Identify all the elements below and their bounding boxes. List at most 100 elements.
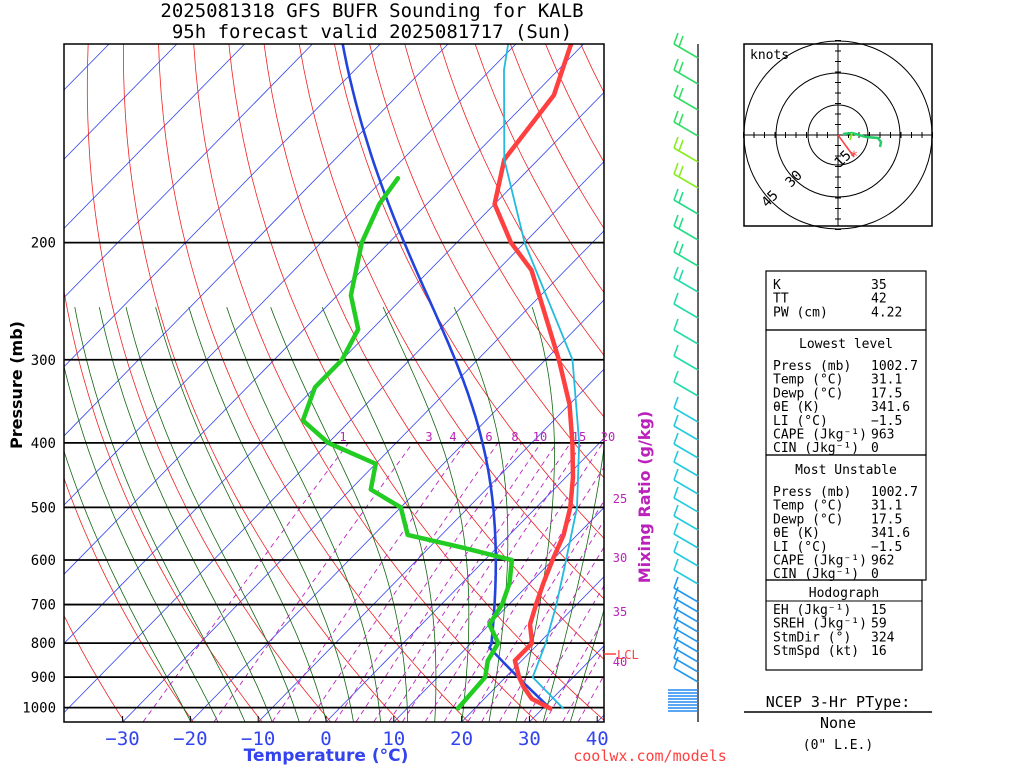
mixing-ratio-label: 25 [613,492,627,506]
wind-barb [673,396,699,423]
moist-adiabat [98,307,273,722]
wind-barb [673,486,699,513]
hodograph-stats-box [765,579,923,671]
moist-adiabat [226,306,381,722]
background-lines [64,42,1024,722]
dry-adiabat [158,44,469,722]
x-axis-label: Temperature (°C) [244,746,409,766]
dry-adiabat [334,44,604,539]
pressure-tick-200: 200 [31,236,56,252]
dry-adiabat [404,44,604,418]
wind-barb [673,344,699,371]
plot-frame [63,43,605,723]
mixing-ratio-line [402,442,583,722]
lcl-label: LCL [617,648,639,662]
wind-barb [673,616,699,643]
mixing-ratio-line [467,500,604,722]
hodograph-unit-label: knots [750,48,789,63]
isotherm [64,44,245,229]
moist-adiabat [188,306,354,722]
mixing-ratio-line [355,442,542,722]
dry-adiabat [1001,42,1024,721]
isotherm [64,44,449,437]
lowest-label: CAPE (Jkg⁻¹) [773,428,867,443]
y-axis-label: Pressure (mb) [7,321,26,449]
pressure-tick-800: 800 [31,636,56,652]
wind-barb [673,450,699,477]
hodo-value: 324 [871,630,895,645]
mixing-ratio-line [213,442,414,722]
unstable-label: Dewp (°C) [773,512,843,527]
moist-adiabat [321,306,437,722]
mixing-ratio-line [577,674,604,722]
unstable-value: −1.5 [871,540,902,555]
isotherm [64,91,604,645]
dry-adiabat [298,44,604,600]
wind-barb [673,596,699,623]
lowest-value: 1002.7 [871,359,918,374]
wind-barb [673,414,699,441]
moist-adiabat [64,364,219,722]
hodo-value: 15 [871,603,887,618]
trace-virt [503,44,581,710]
mixing-ratio-line [562,647,604,722]
index-value: 35 [871,278,887,293]
unstable-label: θE (K) [773,526,820,541]
lowest-value: 17.5 [871,386,902,401]
mixing-ratio-label: 6 [485,430,492,444]
lowest-value: 341.6 [871,400,910,415]
wind-barb [673,292,699,319]
isotherm [64,161,604,714]
unstable-label: Press (mb) [773,485,851,500]
lowest-label: Press (mb) [773,359,851,374]
mixing-ratio-label: 35 [613,605,627,619]
pressure-tick-700: 700 [31,598,56,614]
wind-barb [673,606,699,633]
wind-barb [673,576,699,603]
wind-barb [673,636,699,663]
isotherm [122,230,604,722]
dry-adiabat [228,44,604,721]
moist-adiabat [453,306,509,722]
wind-barb [673,318,699,345]
dry-adiabat [966,42,1024,721]
wind-barb [673,188,699,215]
temperature-tick-labels: −30 −20 −10 0 10 20 30 40 [105,716,609,750]
title-line1: 2025081318 GFS BUFR Sounding for KALB [160,0,583,22]
mixing-ratio-axis-label: Mixing Ratio (g/kg) [635,411,654,583]
pressure-tick-600: 600 [31,553,56,569]
wind-barb [673,162,699,189]
lowest-level-header: Lowest level [799,337,893,352]
pressure-tick-500: 500 [31,500,56,516]
unstable-label: Temp (°C) [773,499,843,514]
dry-adiabat [263,44,604,660]
wind-barb [673,586,699,613]
pressure-tick-1000: 1000 [22,701,56,717]
dry-adiabat [369,44,604,479]
wind-barb [673,656,699,683]
wind-barb [673,240,699,267]
isotherm [190,299,604,722]
pressure-tick-900: 900 [31,670,56,686]
mixing-ratio-line [424,442,604,722]
mixing-ratio-line [443,466,604,722]
mixing-ratio-label: 20 [601,430,615,444]
hodo-label: StmDir (°) [773,630,851,645]
pressure-tick-labels: 200 300 400 500 600 700 800 900 1000 [22,236,56,717]
index-label: K [773,278,781,293]
dry-adiabat [439,44,604,356]
trace-temp [492,44,576,711]
mixing-ratio-label: 3 [425,430,432,444]
wind-barb [673,646,699,673]
indices-panel: K 35 TT 42 PW (cm) 4.22 Lowest level Press (mb)… [765,270,927,671]
pressure-tick-300: 300 [31,353,56,369]
wind-barb [673,522,699,549]
isotherm [325,437,604,722]
hodograph-trace [842,131,883,148]
mixing-ratio-line [499,546,604,722]
title-line2: 95h forecast valid 2025081717 (Sun) [172,21,572,43]
pressure-grid [64,241,604,709]
mixing-ratio-label: 10 [533,430,547,444]
temp-tick-label: 30 [518,728,541,750]
dry-adiabat [64,614,125,722]
